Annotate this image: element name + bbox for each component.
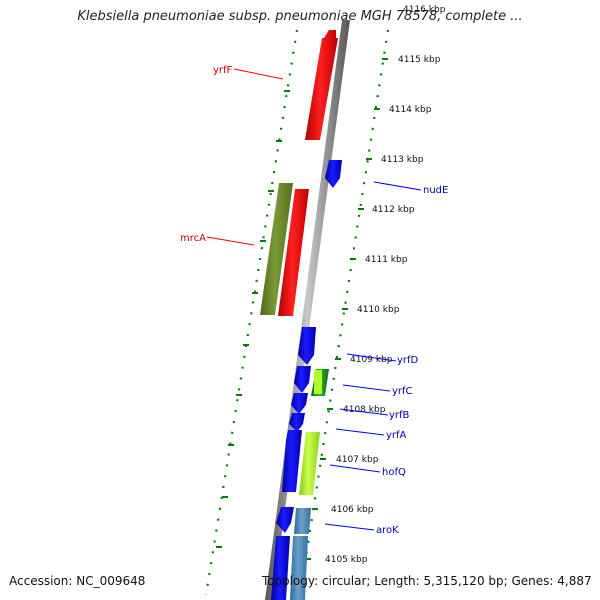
gene-bottom-blue[interactable] (271, 536, 290, 600)
tick-label: 4108 kbp (343, 405, 386, 415)
gene-label-hofQ: hofQ (382, 467, 406, 478)
gene-yrfA-arrow[interactable] (289, 413, 305, 432)
tick-label: 4109 kbp (350, 355, 393, 365)
gene-nudE-arrow[interactable] (325, 160, 342, 188)
gene-bottom-steel[interactable] (290, 536, 308, 600)
tick-label: 4111 kbp (365, 255, 408, 265)
gene-aroK-arrow[interactable] (276, 507, 294, 533)
gene-yrfB-arrow[interactable] (291, 393, 308, 414)
tick-label: 4107 kbp (336, 455, 379, 465)
outer-major-ticks (216, 90, 290, 548)
gene-lime-small[interactable] (314, 370, 322, 394)
reverse-leaders (324, 181, 422, 531)
tick-label: 4115 kbp (398, 55, 441, 65)
gene-label-nudE: nudE (423, 185, 448, 196)
outer-tick-guide (204, 29, 299, 596)
gene-yrfF-arrow[interactable] (305, 30, 338, 140)
gene-label-mrcA: mrcA (180, 233, 206, 244)
gene-label-yrfA: yrfA (386, 430, 407, 441)
accession-label: Accession: NC_009648 (9, 574, 146, 588)
gene-yrfD-arrow[interactable] (298, 327, 316, 365)
gene-label-yrfC: yrfC (392, 386, 413, 397)
tick-label: 4112 kbp (372, 205, 415, 215)
tick-label: 4110 kbp (357, 305, 400, 315)
gene-hofQ-arrow[interactable] (282, 430, 302, 492)
gene-label-yrfB: yrfB (389, 410, 410, 421)
map-title: Klebsiella pneumoniae subsp. pneumoniae … (77, 9, 523, 24)
tick-label: 4116 kbp (403, 5, 446, 15)
gene-label-aroK: aroK (376, 525, 399, 536)
gene-mrcA-arrow[interactable] (278, 189, 309, 316)
gene-aroK-steel[interactable] (294, 508, 311, 534)
gene-hofQ-lime[interactable] (299, 432, 320, 495)
gene-label-yrfF: yrfF (213, 65, 233, 76)
tick-label: 4113 kbp (381, 155, 424, 165)
gene-yrfC-arrow[interactable] (294, 366, 311, 393)
tick-label: 4114 kbp (389, 105, 432, 115)
genome-stats-label: Topology: circular; Length: 5,315,120 bp… (262, 574, 592, 588)
forward-leaders (206, 68, 284, 246)
gene-label-yrfD: yrfD (397, 355, 419, 366)
tick-label: 4105 kbp (325, 555, 368, 565)
gene-olive-arrow[interactable] (260, 183, 293, 315)
tick-label: 4106 kbp (331, 505, 374, 515)
